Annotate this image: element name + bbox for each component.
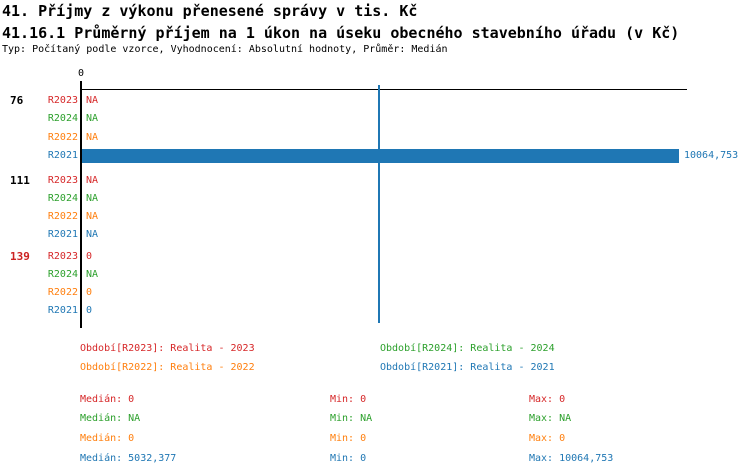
series-label: R2023 <box>47 250 78 262</box>
value-label: NA <box>86 131 99 143</box>
stat-min-r2021: Min: 0 <box>330 453 367 464</box>
value-label: NA <box>86 95 99 106</box>
group-label: 76 <box>10 94 24 107</box>
legend-item-r2021: Období[R2021]: Realita - 2021 <box>380 362 555 373</box>
stat-median-r2024: Medián: NA <box>80 413 141 424</box>
stat-median-r2021: Medián: 5032,377 <box>80 453 177 464</box>
stat-max-r2022: Max: 0 <box>529 433 566 444</box>
series-label: R2021 <box>47 305 78 317</box>
value-label: 10064,753 <box>684 149 739 161</box>
value-label: NA <box>86 211 99 223</box>
chart-row: R2024 NA <box>0 110 750 128</box>
value-label: 0 <box>86 250 93 262</box>
chart-group: 111 R2023 NA R2024 NA R2022 NA R2021 NA <box>0 172 750 245</box>
value-label: 0 <box>86 305 93 317</box>
stat-max-r2021: Max: 10064,753 <box>529 453 614 464</box>
chart-row: R2024 NA <box>0 190 750 208</box>
chart-row: R2021 NA <box>0 226 750 244</box>
series-label: R2022 <box>47 211 78 223</box>
series-label: R2024 <box>47 113 78 125</box>
chart-row: R2023 NA <box>0 92 750 110</box>
value-label: NA <box>86 174 99 186</box>
chart-row: R2021 10064,753 <box>0 147 750 165</box>
series-label: R2022 <box>47 131 78 143</box>
series-label: R2021 <box>47 229 78 241</box>
stat-min-r2022: Min: 0 <box>330 433 367 444</box>
value-label: NA <box>86 268 99 280</box>
value-label: NA <box>86 113 99 125</box>
chart-row: R2024 NA <box>0 266 750 284</box>
value-bar <box>82 149 679 164</box>
chart-title-line2: 41.16.1 Průměrný příjem na 1 úkon na úse… <box>2 24 680 42</box>
value-label: 0 <box>86 287 93 299</box>
series-label: R2022 <box>47 287 78 299</box>
legend-item-r2023: Období[R2023]: Realita - 2023 <box>80 343 255 354</box>
x-axis-zero-tick-label: 0 <box>77 68 85 79</box>
stat-max-r2023: Max: 0 <box>529 394 566 405</box>
group-label: 111 <box>10 173 30 187</box>
stat-min-r2023: Min: 0 <box>330 394 367 405</box>
chart-group: 139 R2023 0 R2024 NA R2022 0 R2021 0 <box>0 248 750 321</box>
chart-row: R2023 NA <box>0 172 750 190</box>
legend-item-r2022: Období[R2022]: Realita - 2022 <box>80 362 255 373</box>
chart-row: R2022 NA <box>0 208 750 226</box>
midpoint-gridline <box>378 85 380 323</box>
stat-median-r2023: Medián: 0 <box>80 394 135 405</box>
group-label: 139 <box>10 249 30 263</box>
chart-meta-line: Typ: Počítaný podle vzorce, Vyhodnocení:… <box>2 44 448 55</box>
chart-title-line1: 41. Příjmy z výkonu přenesené správy v t… <box>2 2 418 20</box>
value-label: NA <box>86 229 99 241</box>
stat-median-r2022: Medián: 0 <box>80 433 135 444</box>
y-axis-line <box>80 81 82 328</box>
chart-row: R2022 0 <box>0 284 750 302</box>
series-label: R2021 <box>47 149 78 161</box>
stat-max-r2024: Max: NA <box>529 413 572 424</box>
chart-group: 76 R2023 NA R2024 NA R2022 NA R2021 10064,753 <box>0 92 750 165</box>
chart-row: R2021 0 <box>0 302 750 320</box>
legend-item-r2024: Období[R2024]: Realita - 2024 <box>380 343 555 354</box>
series-label: R2024 <box>47 268 78 280</box>
chart-row: R2022 NA <box>0 129 750 147</box>
series-label: R2023 <box>47 95 78 106</box>
chart-row: R2023 0 <box>0 248 750 266</box>
series-label: R2023 <box>47 174 78 186</box>
series-label: R2024 <box>47 192 78 204</box>
x-axis-line <box>81 89 687 90</box>
value-label: NA <box>86 192 99 204</box>
stat-min-r2024: Min: NA <box>330 413 373 424</box>
